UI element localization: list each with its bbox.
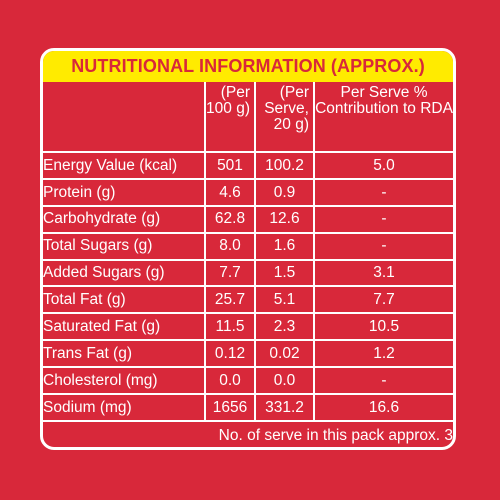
value-per-serve: 0.0 <box>254 366 315 396</box>
table-row: Saturated Fat (g) 11.5 2.3 10.5 <box>43 312 453 342</box>
value-per-serve: 1.6 <box>254 231 315 261</box>
nutrient-name: Added Sugars (g) <box>43 258 206 288</box>
nutrition-table: (Per 100 g) (Per Serve, 20 g) Per Serve … <box>43 82 453 447</box>
table-row: Trans Fat (g) 0.12 0.02 1.2 <box>43 339 453 369</box>
value-per-100g: 1656 <box>204 393 256 422</box>
nutrient-name: Protein (g) <box>43 177 206 207</box>
value-rda: 10.5 <box>313 312 453 342</box>
value-per-100g: 25.7 <box>204 285 256 315</box>
value-rda: 1.2 <box>313 339 453 369</box>
table-body: Energy Value (kcal) 501 100.2 5.0 Protein (g… <box>43 152 453 447</box>
table-row: Carbohydrate (g) 62.8 12.6- <box>43 204 453 234</box>
nutrient-name: Trans Fat (g) <box>43 339 206 369</box>
nutrient-name: Energy Value (kcal) <box>43 152 206 180</box>
value-per-serve: 100.2 <box>254 152 315 180</box>
value-per-serve: 0.9 <box>254 177 315 207</box>
nutrient-name: Cholesterol (mg) <box>43 366 206 396</box>
table-row: Protein (g) 4.6 0.9- <box>43 177 453 207</box>
value-per-100g: 7.7 <box>204 258 256 288</box>
value-per-serve: 331.2 <box>254 393 315 422</box>
value-rda: - <box>313 231 453 261</box>
footer-row: No. of serve in this pack approx. 3 <box>43 419 453 447</box>
nutrient-name: Saturated Fat (g) <box>43 312 206 342</box>
servings-note: No. of serve in this pack approx. 3 <box>43 419 453 447</box>
title-bar: NUTRITIONAL INFORMATION (APPROX.) <box>43 51 453 82</box>
nutrient-name: Carbohydrate (g) <box>43 204 206 234</box>
table-row: Cholesterol (mg) 0.0 0.0- <box>43 366 453 396</box>
value-rda: 16.6 <box>313 393 453 422</box>
table-row: Total Sugars (g) 8.0 1.6- <box>43 231 453 261</box>
nutrient-name: Total Fat (g) <box>43 285 206 315</box>
value-per-100g: 11.5 <box>204 312 256 342</box>
header-nutrient <box>43 82 206 153</box>
nutrient-name: Total Sugars (g) <box>43 231 206 261</box>
panel-title: NUTRITIONAL INFORMATION (APPROX.) <box>71 56 425 76</box>
table-row: Total Fat (g) 25.7 5.1 7.7 <box>43 285 453 315</box>
value-rda: - <box>313 366 453 396</box>
header-rda: Per Serve % Contribution to RDA <box>313 82 453 153</box>
value-per-100g: 62.8 <box>204 204 256 234</box>
table-row: Sodium (mg) 1656 331.2 16.6 <box>43 393 453 422</box>
value-per-100g: 0.12 <box>204 339 256 369</box>
value-per-100g: 0.0 <box>204 366 256 396</box>
value-rda: - <box>313 204 453 234</box>
value-rda: 5.0 <box>313 152 453 180</box>
table-header-row: (Per 100 g) (Per Serve, 20 g) Per Serve … <box>43 82 453 153</box>
value-per-serve: 0.02 <box>254 339 315 369</box>
value-rda: - <box>313 177 453 207</box>
value-per-100g: 8.0 <box>204 231 256 261</box>
header-per-serve: (Per Serve, 20 g) <box>254 82 315 153</box>
nutrition-panel: NUTRITIONAL INFORMATION (APPROX.) (Per 1… <box>40 48 456 450</box>
table-row: Added Sugars (g) 7.7 1.5 3.1 <box>43 258 453 288</box>
value-per-serve: 5.1 <box>254 285 315 315</box>
value-rda: 7.7 <box>313 285 453 315</box>
value-per-serve: 2.3 <box>254 312 315 342</box>
value-per-serve: 12.6 <box>254 204 315 234</box>
value-per-serve: 1.5 <box>254 258 315 288</box>
header-per-100g: (Per 100 g) <box>204 82 256 153</box>
value-per-100g: 501 <box>204 152 256 180</box>
table-row: Energy Value (kcal) 501 100.2 5.0 <box>43 152 453 180</box>
value-rda: 3.1 <box>313 258 453 288</box>
value-per-100g: 4.6 <box>204 177 256 207</box>
nutrient-name: Sodium (mg) <box>43 393 206 422</box>
